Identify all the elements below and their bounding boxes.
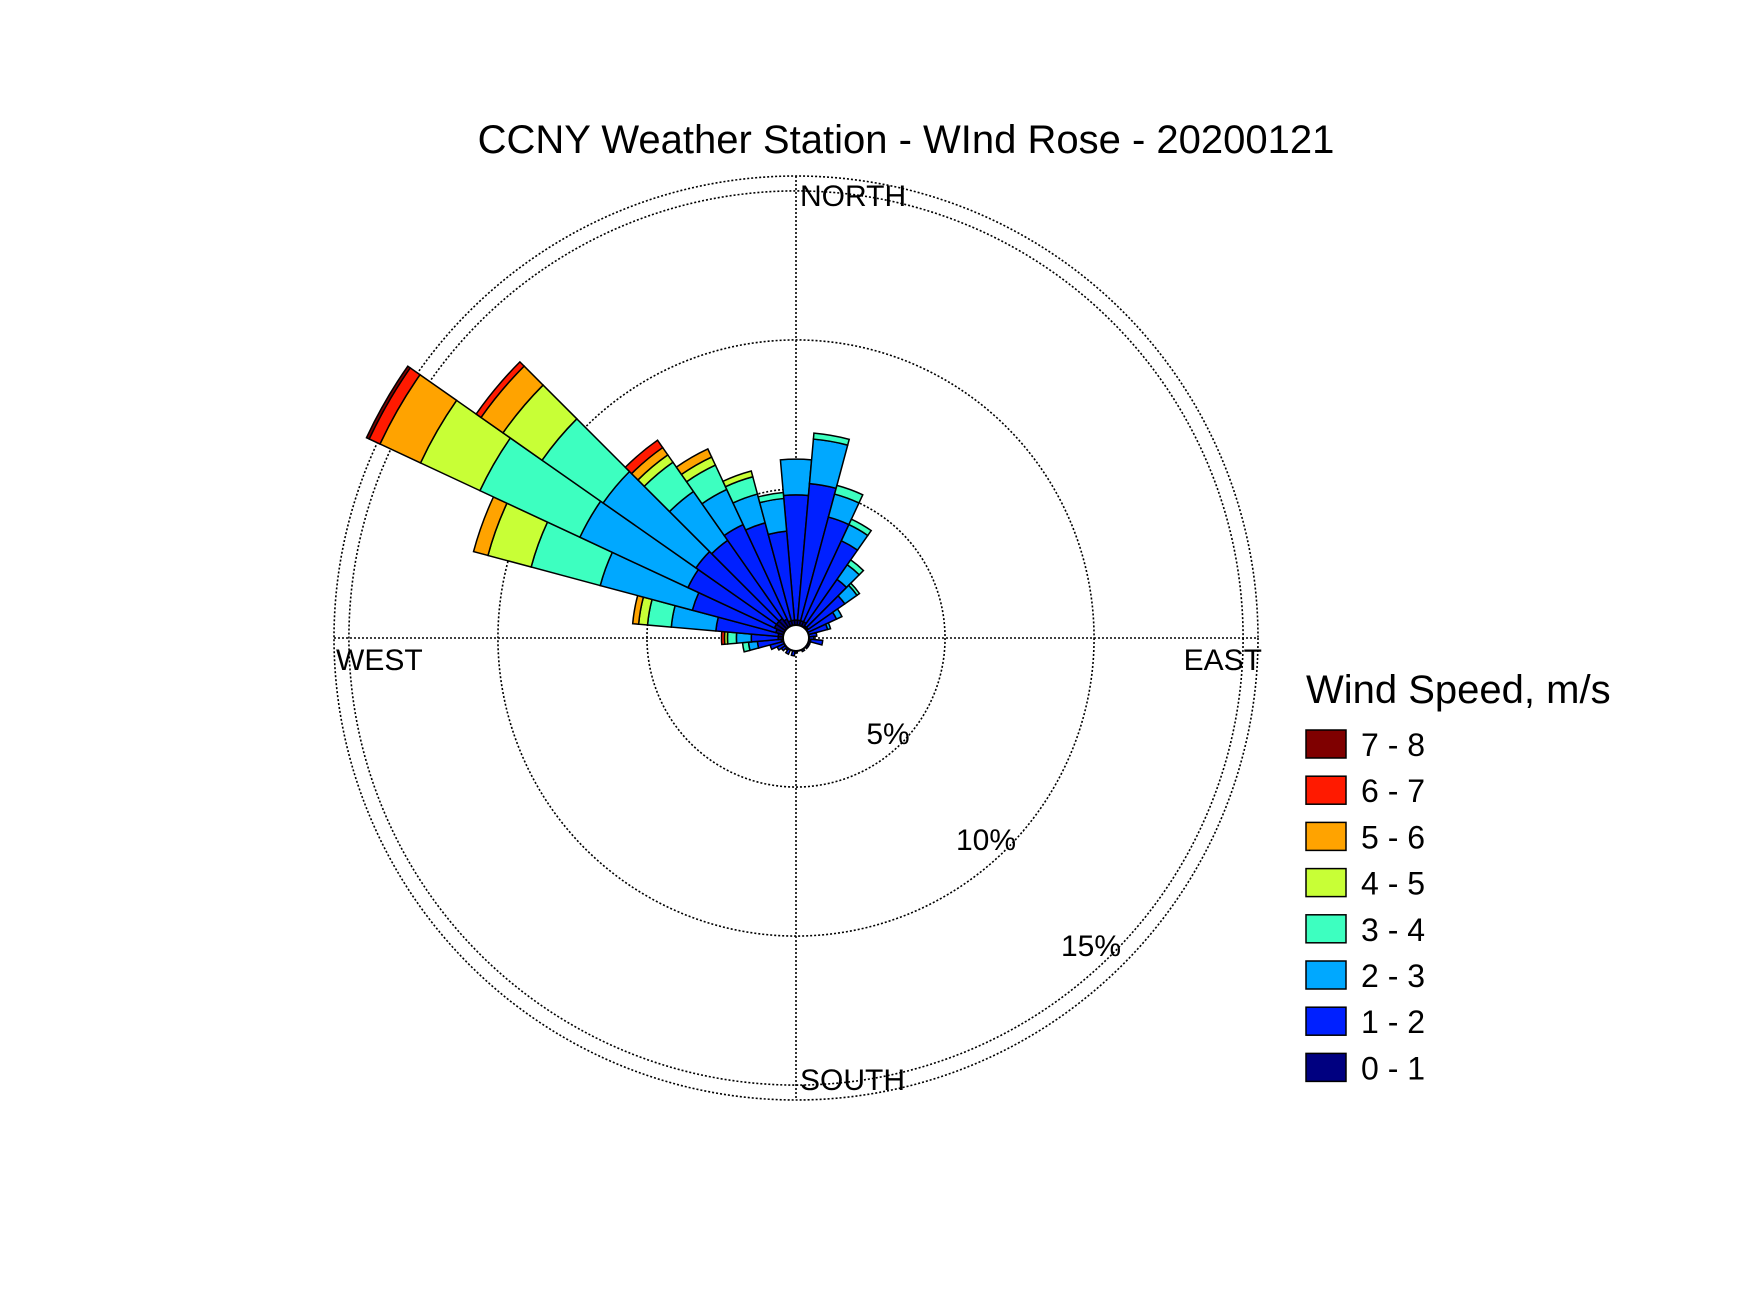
legend-label-7: 0 - 1	[1361, 1050, 1425, 1086]
sector-310-bin-6	[475, 360, 526, 419]
sector-40-bin-3	[846, 558, 865, 576]
legend-label-5: 2 - 3	[1361, 958, 1425, 994]
sector-260-bin-3	[741, 641, 751, 653]
ring-label-10: 10%	[956, 824, 1016, 857]
legend-label-2: 5 - 6	[1361, 819, 1425, 855]
sector-10-bin-2	[808, 438, 849, 490]
sector-300-bin-7	[365, 365, 412, 440]
sector-340-bin-4	[721, 470, 754, 488]
chart-title: CCNY Weather Station - WInd Rose - 20200…	[478, 118, 1335, 162]
legend-swatch-5	[1305, 960, 1347, 990]
legend-swatch-3	[1305, 867, 1347, 898]
sector-10-bin-3	[812, 432, 851, 447]
sector-70-bin-2	[824, 621, 832, 631]
direction-label-north: NORTH	[800, 180, 906, 213]
legend-swatch-4	[1305, 914, 1347, 944]
calm-center-circle	[782, 624, 810, 652]
sector-100-bin-1	[809, 638, 824, 646]
sector-270-bin-3	[726, 631, 738, 645]
legend: Wind Speed, m/s 7 - 8 6 - 7 5 - 6 4 - 5 3 - …	[1305, 668, 1611, 1086]
legend-label-3: 4 - 5	[1361, 866, 1425, 902]
sector-0-bin-2	[779, 458, 813, 497]
legend-swatch-2	[1305, 821, 1347, 852]
legend-swatch-6	[1305, 1006, 1347, 1036]
sector-50-bin-3	[847, 582, 861, 597]
legend-swatch-7	[1305, 1052, 1347, 1083]
legend-swatch-1	[1305, 775, 1347, 805]
ring-label-15: 15%	[1061, 930, 1121, 963]
legend-label-0: 7 - 8	[1361, 727, 1425, 763]
sector-20-bin-3	[833, 484, 864, 504]
ring-label-5: 5%	[866, 718, 909, 751]
sector-350-bin-3	[757, 491, 785, 504]
direction-label-east: EAST	[1184, 644, 1262, 677]
direction-label-west: WEST	[336, 644, 423, 677]
direction-label-south: SOUTH	[800, 1064, 905, 1097]
legend-items: 7 - 8 6 - 7 5 - 6 4 - 5 3 - 4 2 - 3 1 - 2 0 - 1	[1305, 727, 1425, 1086]
sector-320-bin-6	[624, 439, 664, 475]
sector-270-bin-6	[720, 630, 726, 646]
legend-label-1: 6 - 7	[1361, 773, 1425, 809]
sector-330-bin-5	[675, 447, 713, 476]
legend-label-6: 1 - 2	[1361, 1004, 1425, 1040]
legend-title: Wind Speed, m/s	[1306, 668, 1611, 712]
legend-swatch-0	[1305, 729, 1347, 759]
sector-60-bin-2	[831, 607, 843, 621]
sector-30-bin-3	[847, 518, 873, 537]
legend-label-4: 3 - 4	[1361, 912, 1425, 948]
